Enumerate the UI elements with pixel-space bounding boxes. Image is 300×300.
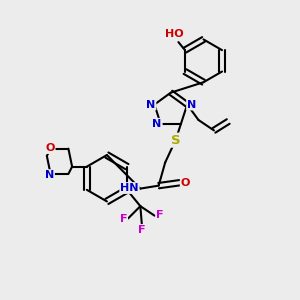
Text: N: N [146,100,155,110]
Text: F: F [138,225,146,235]
Text: N: N [45,170,54,180]
Text: F: F [156,210,164,220]
Text: S: S [171,134,180,147]
Text: N: N [187,100,196,110]
Text: HN: HN [120,183,139,193]
Text: N: N [152,119,162,129]
Text: O: O [181,178,190,188]
Text: HO: HO [165,29,184,39]
Text: F: F [120,214,127,224]
Text: O: O [45,143,55,153]
